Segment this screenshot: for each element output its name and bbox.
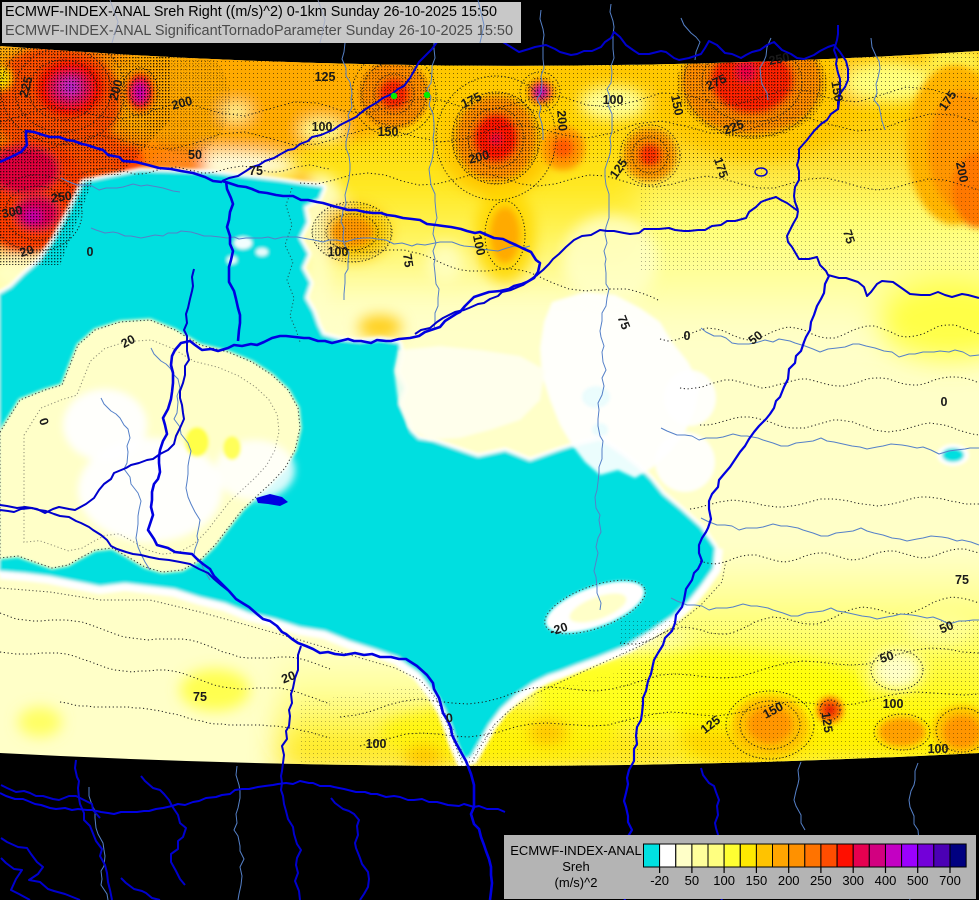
svg-text:200: 200 [467,148,491,167]
svg-text:100: 100 [470,234,488,257]
svg-text:75: 75 [400,253,416,269]
svg-text:500: 500 [907,873,929,888]
svg-text:300: 300 [1,203,24,221]
svg-text:Sreh: Sreh [562,859,589,874]
svg-text:200: 200 [107,78,126,102]
svg-text:-20: -20 [548,620,570,639]
svg-text:200: 200 [778,873,800,888]
svg-text:ECMWF-INDEX-ANAL Sreh Right ((: ECMWF-INDEX-ANAL Sreh Right ((m/s)^2) 0-… [5,4,497,20]
svg-text:150: 150 [668,94,686,117]
svg-text:75: 75 [249,164,263,178]
svg-text:225: 225 [721,117,745,137]
svg-text:0: 0 [684,329,691,343]
svg-text:0: 0 [87,245,94,259]
svg-text:200: 200 [170,94,194,113]
svg-text:-20: -20 [650,873,669,888]
svg-text:100: 100 [883,697,904,711]
svg-text:150: 150 [378,125,399,139]
svg-text:50: 50 [746,328,766,348]
svg-text:100: 100 [366,737,387,751]
svg-text:100: 100 [328,245,349,259]
svg-text:75: 75 [193,690,207,704]
svg-text:50: 50 [188,148,202,162]
svg-text:100: 100 [312,120,333,134]
svg-text:ECMWF-INDEX-ANAL SignificantTo: ECMWF-INDEX-ANAL SignificantTornadoParam… [5,23,513,39]
svg-text:75: 75 [840,228,858,246]
svg-text:0: 0 [36,416,51,427]
svg-text:250: 250 [50,189,73,206]
svg-text:125: 125 [819,711,836,734]
svg-text:125: 125 [315,70,336,84]
svg-text:150: 150 [828,80,845,103]
svg-text:75: 75 [955,573,969,587]
svg-text:20: 20 [119,332,138,351]
svg-text:100: 100 [928,742,949,756]
svg-text:100: 100 [603,93,624,107]
svg-text:50: 50 [685,873,699,888]
svg-text:250: 250 [768,50,791,68]
svg-text:200: 200 [953,161,971,184]
svg-text:50: 50 [937,618,955,636]
svg-text:300: 300 [842,873,864,888]
svg-text:200: 200 [554,110,570,132]
svg-text:0: 0 [445,711,454,726]
svg-text:150: 150 [746,873,768,888]
svg-text:50: 50 [878,648,896,666]
svg-text:225: 225 [17,75,36,99]
svg-text:20: 20 [279,668,297,686]
svg-text:100: 100 [713,873,735,888]
svg-text:175: 175 [711,156,731,180]
svg-text:700: 700 [939,873,961,888]
svg-text:75: 75 [615,313,633,331]
svg-text:(m/s)^2: (m/s)^2 [555,875,598,890]
svg-text:0: 0 [941,395,948,409]
svg-text:20: 20 [18,242,36,260]
svg-text:400: 400 [875,873,897,888]
svg-text:ECMWF-INDEX-ANAL: ECMWF-INDEX-ANAL [510,843,641,858]
svg-text:250: 250 [810,873,832,888]
